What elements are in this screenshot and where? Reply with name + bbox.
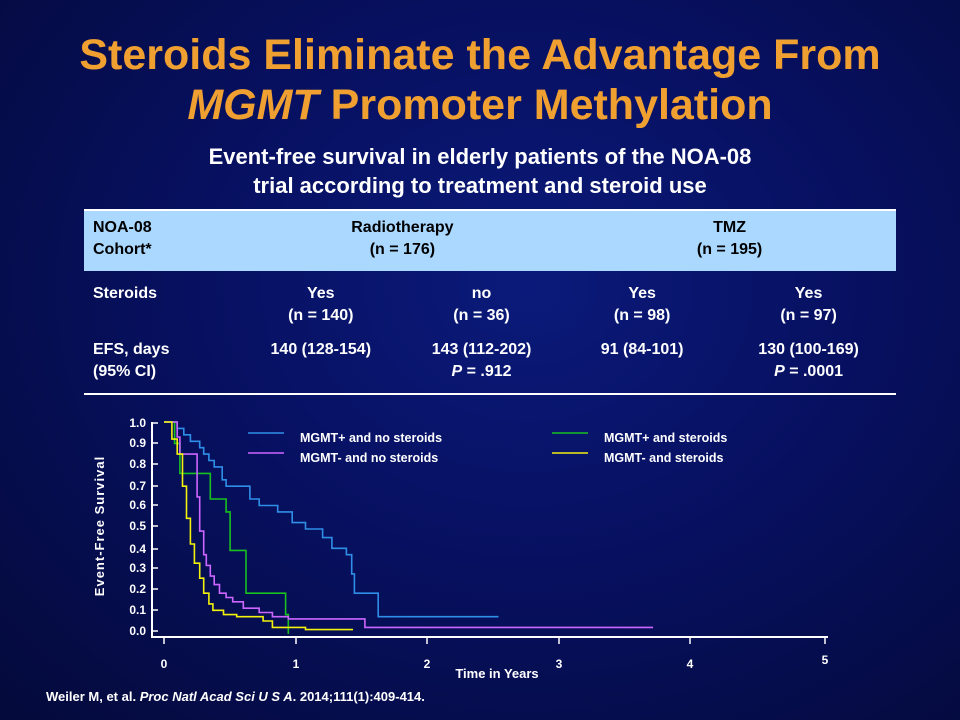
citation-authors: Weiler M, et al. xyxy=(46,689,140,704)
y-tick-label: 0.0 xyxy=(129,624,146,638)
steroids-cell-line-2: (n = 140) xyxy=(288,307,354,324)
steroids-cell-line-2: (n = 98) xyxy=(613,307,671,324)
table-header-row: NOA-08 Cohort* Radiotherapy (n = 176) TM… xyxy=(84,210,896,271)
series-line xyxy=(164,421,654,629)
slide-subtitle: Event-free survival in elderly patients … xyxy=(0,142,960,200)
title-line-2-rest: Promoter Methylation xyxy=(318,81,773,129)
y-tick-label: 0.7 xyxy=(129,479,146,493)
series-line xyxy=(164,421,353,631)
y-tick-label: 1.0 xyxy=(129,416,146,430)
steroids-cell: Yes (n = 98) xyxy=(563,271,721,339)
steroids-label: Steroids xyxy=(93,285,158,302)
x-tick-label: 5 xyxy=(822,653,829,667)
y-tick-label: 0.1 xyxy=(129,603,146,617)
efs-cell: 130 (100-169) P = .0001 xyxy=(721,339,896,394)
legend-entry: MGMT- and no steroids xyxy=(300,451,438,465)
p-value-line: P = .0001 xyxy=(721,361,896,383)
efs-value: 130 (100-169) xyxy=(758,341,859,358)
efs-value: 140 (128-154) xyxy=(270,341,372,358)
chart-curves xyxy=(164,421,654,634)
y-tick-label: 0.3 xyxy=(129,561,146,575)
chart-axes xyxy=(151,422,828,638)
x-tick-label: 4 xyxy=(687,657,694,671)
citation-details: . 2014;111(1):409-414. xyxy=(292,689,425,704)
p-label: P xyxy=(451,363,463,380)
series-line xyxy=(164,421,499,618)
p-value: = .912 xyxy=(462,363,512,380)
steroids-cell-line-2: (n = 97) xyxy=(780,307,837,324)
y-tick-label: 0.4 xyxy=(129,542,146,556)
efs-label-line-2: (95% CI) xyxy=(93,363,157,380)
y-tick-label: 0.9 xyxy=(129,436,146,450)
header-group-1-line-1: Radiotherapy xyxy=(351,219,454,236)
y-axis-label: Event-Free Survival xyxy=(92,456,107,596)
slide-title: Steroids Eliminate the Advantage From MG… xyxy=(0,30,960,130)
citation-journal: Proc Natl Acad Sci U S A xyxy=(139,689,293,704)
p-value: = .0001 xyxy=(784,363,844,380)
table-row-steroids: Steroids Yes (n = 140) no (n = 36) Yes (n =… xyxy=(84,271,896,339)
header-label-line-2: Cohort* xyxy=(93,241,152,258)
header-group-2-line-1: TMZ xyxy=(713,219,746,236)
cohort-table: NOA-08 Cohort* Radiotherapy (n = 176) TM… xyxy=(84,209,896,395)
y-tick-label: 0.8 xyxy=(129,457,146,471)
x-axis-label: Time in Years xyxy=(455,666,538,681)
efs-label-cell: EFS, days (95% CI) xyxy=(84,339,242,394)
subtitle-line-2: trial according to treatment and steroid… xyxy=(253,173,707,198)
header-tmz-cell: TMZ (n = 195) xyxy=(563,210,896,271)
steroids-cell-line-1: Yes xyxy=(628,285,656,302)
x-tick-label: 0 xyxy=(161,657,168,671)
p-value-line: P = .912 xyxy=(400,361,563,383)
title-line-1: Steroids Eliminate the Advantage From xyxy=(79,31,881,79)
legend-entry: MGMT+ and steroids xyxy=(604,431,727,445)
table-row-efs: EFS, days (95% CI) 140 (128-154) 143 (11… xyxy=(84,339,896,394)
header-label-cell: NOA-08 Cohort* xyxy=(84,210,242,271)
legend-entry: MGMT- and steroids xyxy=(604,451,724,465)
efs-cell: 91 (84-101) xyxy=(563,339,721,394)
x-tick-label: 3 xyxy=(556,657,563,671)
steroids-cell: no (n = 36) xyxy=(400,271,563,339)
steroids-cell: Yes (n = 140) xyxy=(242,271,400,339)
legend-entry: MGMT+ and no steroids xyxy=(300,431,442,445)
steroids-cell-line-1: Yes xyxy=(794,285,823,302)
efs-cell: 143 (112-202) P = .912 xyxy=(400,339,563,394)
efs-value: 91 (84-101) xyxy=(600,341,684,358)
steroids-cell-line-2: (n = 36) xyxy=(453,307,510,324)
chart-legend: MGMT+ and no steroids MGMT+ and steroids M… xyxy=(248,431,727,465)
header-group-1-line-2: (n = 176) xyxy=(369,241,436,258)
title-line-2: MGMT Promoter Methylation xyxy=(0,80,960,130)
x-tick-label: 2 xyxy=(424,657,431,671)
p-label: P xyxy=(774,363,785,380)
title-gene-name: MGMT xyxy=(187,81,319,129)
y-tick-label: 0.6 xyxy=(129,498,146,512)
steroids-cell-line-1: Yes xyxy=(306,285,335,302)
chart-ticks: 1.0 0.9 0.8 0.7 0.6 0.5 0.4 0.3 0.2 0.1 0.0 0 1 2 3 4 5 xyxy=(129,416,828,671)
efs-value: 143 (112-202) xyxy=(431,341,532,358)
header-radiotherapy-cell: Radiotherapy (n = 176) xyxy=(241,210,564,271)
efs-label-line-1: EFS, days xyxy=(93,341,170,358)
subtitle-line-1: Event-free survival in elderly patients … xyxy=(208,144,752,169)
header-group-2-line-2: (n = 195) xyxy=(696,241,763,258)
series-line xyxy=(164,421,290,634)
y-tick-label: 0.5 xyxy=(129,519,146,533)
efs-cell: 140 (128-154) xyxy=(242,339,400,394)
citation: Weiler M, et al. Proc Natl Acad Sci U S … xyxy=(46,689,425,704)
x-tick-label: 1 xyxy=(293,657,300,671)
header-label-line-1: NOA-08 xyxy=(93,219,152,236)
y-tick-label: 0.2 xyxy=(129,582,146,596)
steroids-cell: Yes (n = 97) xyxy=(721,271,896,339)
steroids-cell-line-1: no xyxy=(471,285,492,302)
